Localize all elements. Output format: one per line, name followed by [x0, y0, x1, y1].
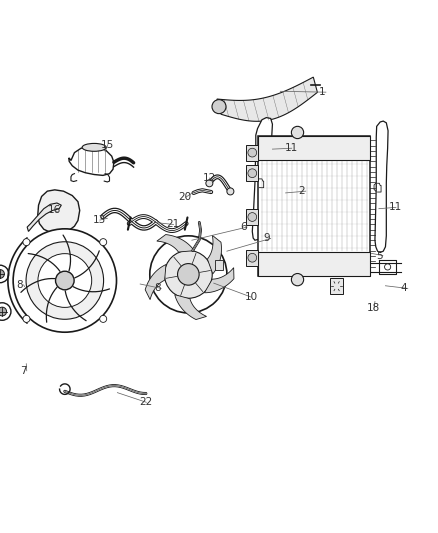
Text: 8: 8 [17, 280, 23, 290]
Text: 18: 18 [367, 303, 380, 313]
Bar [246, 209, 258, 225]
Bar [246, 250, 258, 265]
Circle shape [0, 265, 9, 282]
Circle shape [248, 148, 257, 157]
Polygon shape [157, 235, 194, 252]
Circle shape [26, 242, 103, 319]
Text: 22: 22 [139, 397, 152, 407]
Circle shape [248, 213, 257, 221]
Circle shape [23, 316, 30, 322]
Text: 21: 21 [166, 220, 180, 229]
Text: 11: 11 [285, 143, 298, 154]
Polygon shape [252, 118, 272, 240]
Polygon shape [207, 236, 222, 274]
Polygon shape [145, 264, 166, 300]
Polygon shape [38, 190, 80, 233]
Bar [330, 278, 343, 294]
Circle shape [38, 254, 92, 308]
Circle shape [100, 316, 107, 322]
Text: 6: 6 [240, 222, 247, 232]
Text: 11: 11 [389, 203, 402, 212]
Circle shape [227, 188, 234, 195]
Circle shape [291, 273, 304, 286]
Text: 13: 13 [93, 215, 106, 225]
Circle shape [23, 239, 30, 246]
Text: 15: 15 [101, 140, 114, 150]
Polygon shape [175, 295, 207, 320]
Text: 1: 1 [319, 87, 325, 97]
Polygon shape [375, 121, 388, 253]
Circle shape [0, 270, 4, 278]
Circle shape [164, 251, 212, 298]
Circle shape [0, 303, 11, 320]
Text: 4: 4 [401, 284, 407, 293]
Ellipse shape [82, 143, 106, 151]
Bar [246, 165, 258, 181]
Bar [215, 260, 223, 270]
Circle shape [100, 239, 107, 246]
Circle shape [212, 100, 226, 114]
Text: 7: 7 [20, 366, 26, 376]
Circle shape [13, 229, 117, 332]
Bar [246, 145, 258, 160]
Polygon shape [205, 268, 234, 293]
Circle shape [56, 271, 74, 290]
Circle shape [385, 264, 391, 270]
Bar [258, 136, 370, 160]
Text: 16: 16 [48, 205, 61, 215]
Circle shape [177, 264, 199, 285]
Text: 20: 20 [179, 192, 192, 203]
Polygon shape [27, 203, 61, 231]
Bar [258, 252, 370, 276]
Bar [258, 136, 370, 276]
Circle shape [206, 180, 213, 187]
Text: 12: 12 [202, 173, 215, 183]
Text: 10: 10 [244, 292, 258, 302]
Circle shape [248, 253, 257, 262]
Circle shape [291, 126, 304, 139]
Text: 8: 8 [154, 284, 161, 293]
Polygon shape [217, 77, 318, 122]
Text: 2: 2 [299, 186, 305, 196]
Text: 5: 5 [376, 251, 382, 261]
Circle shape [0, 307, 7, 316]
Circle shape [150, 236, 227, 313]
Text: 9: 9 [264, 233, 270, 244]
Circle shape [248, 169, 257, 177]
Polygon shape [69, 147, 114, 175]
